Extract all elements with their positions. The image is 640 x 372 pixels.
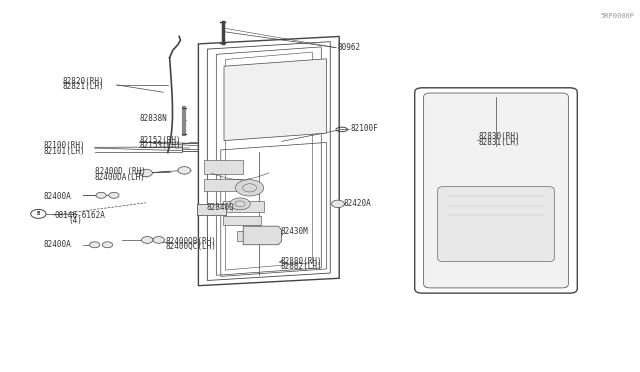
Circle shape [153, 237, 164, 243]
Text: 82420A: 82420A [343, 199, 371, 208]
Text: 82400QB(RH): 82400QB(RH) [165, 237, 216, 246]
FancyBboxPatch shape [424, 93, 568, 288]
Text: 82840Q: 82840Q [206, 203, 234, 212]
Text: 82880(RH): 82880(RH) [280, 257, 322, 266]
Text: 82400A: 82400A [44, 192, 71, 201]
Text: 82821(LH): 82821(LH) [62, 82, 104, 91]
Polygon shape [237, 231, 274, 241]
Circle shape [332, 200, 344, 208]
Text: (4): (4) [68, 216, 83, 225]
Circle shape [96, 192, 106, 198]
Text: 80962: 80962 [338, 43, 361, 52]
Circle shape [230, 198, 250, 210]
Circle shape [90, 242, 100, 248]
Polygon shape [197, 204, 226, 215]
Polygon shape [224, 59, 326, 141]
Text: 82153(LH): 82153(LH) [140, 141, 181, 150]
Polygon shape [223, 216, 261, 225]
Circle shape [140, 169, 152, 177]
Circle shape [109, 192, 119, 198]
Circle shape [102, 242, 113, 248]
FancyBboxPatch shape [438, 187, 554, 262]
Text: 08146-6162A: 08146-6162A [54, 211, 105, 219]
Text: 82820(RH): 82820(RH) [62, 77, 104, 86]
Text: 82100F: 82100F [351, 124, 378, 133]
Text: 82430M: 82430M [280, 227, 308, 236]
Polygon shape [243, 226, 282, 245]
Polygon shape [204, 179, 241, 191]
Text: 82100(RH): 82100(RH) [44, 141, 85, 150]
Text: 82400DA(LH): 82400DA(LH) [95, 173, 145, 182]
Text: 82152(RH): 82152(RH) [140, 136, 181, 145]
Text: B: B [36, 211, 40, 217]
Polygon shape [204, 160, 243, 174]
Text: 82400A: 82400A [44, 240, 71, 249]
Circle shape [236, 180, 264, 196]
Polygon shape [223, 201, 264, 212]
Text: 82400QC(LH): 82400QC(LH) [165, 242, 216, 251]
Circle shape [141, 237, 153, 243]
Text: 82882(LH): 82882(LH) [280, 262, 322, 271]
Text: 5RP0000P: 5RP0000P [601, 13, 635, 19]
Text: 82838N: 82838N [140, 114, 167, 123]
Text: 82830(RH): 82830(RH) [479, 132, 520, 141]
Text: 82400D (RH): 82400D (RH) [95, 167, 145, 176]
Text: 82831(LH): 82831(LH) [479, 138, 520, 147]
Circle shape [178, 167, 191, 174]
Text: 82101(LH): 82101(LH) [44, 147, 85, 155]
